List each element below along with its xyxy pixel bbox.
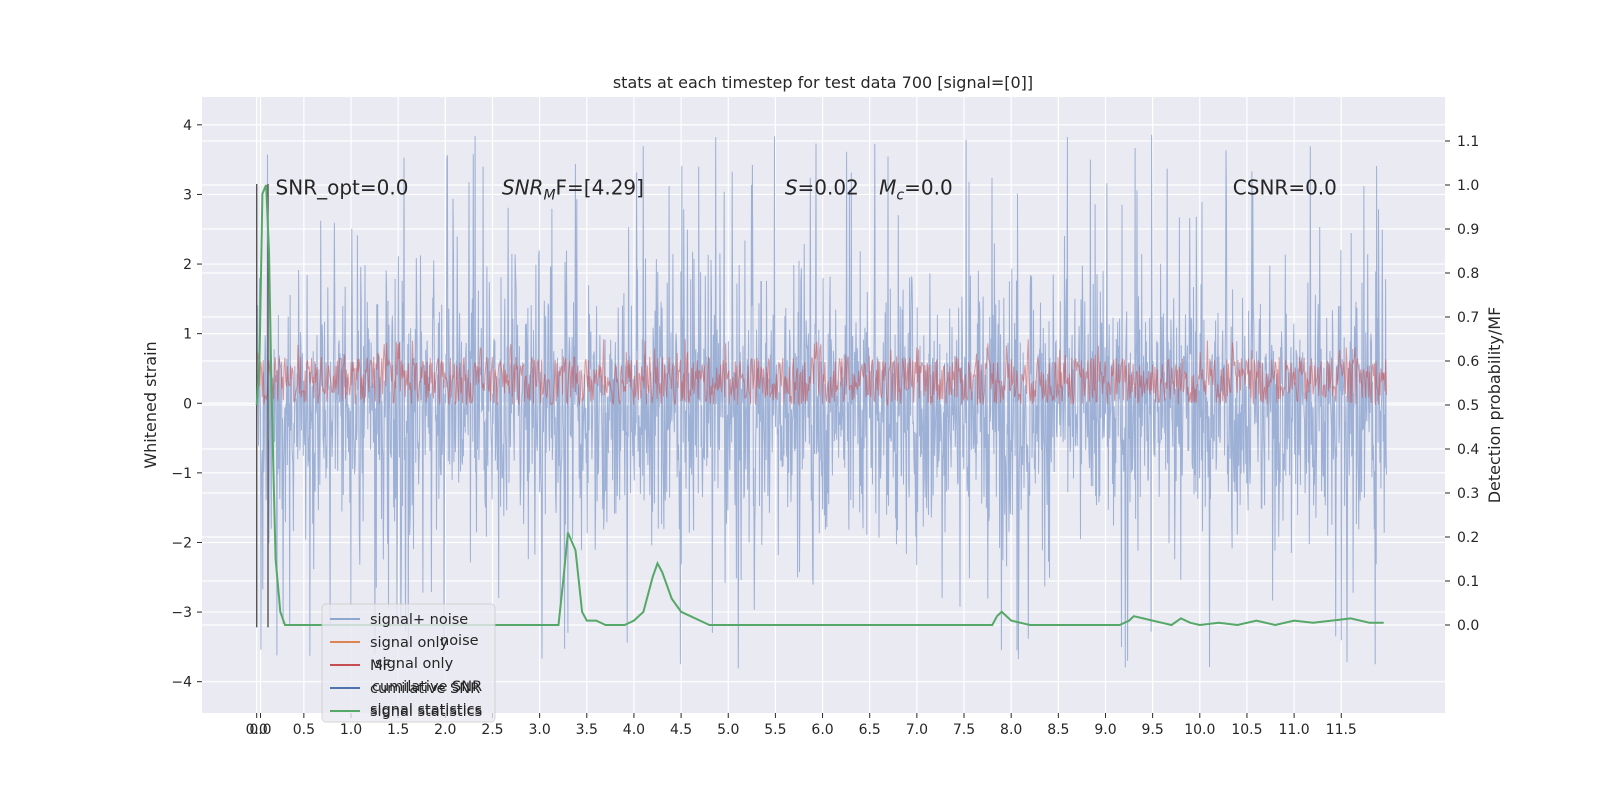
annotation-subscript: M — [543, 187, 555, 203]
y2-tick-label: 1.1 — [1457, 134, 1479, 150]
x-tick-label: 5.0 — [717, 722, 739, 738]
x-tick-label: 1.0 — [340, 722, 362, 738]
annotation: SNR_opt=0.0 — [276, 175, 409, 199]
x-tick-label: 0.0 — [249, 722, 271, 738]
legend-label: MF — [370, 658, 391, 674]
y2-tick-label: 0.0 — [1457, 618, 1479, 634]
x-tick-label: 4.0 — [623, 722, 645, 738]
x-tick-label: 4.5 — [670, 722, 692, 738]
y2-tick-label: 0.1 — [1457, 574, 1479, 590]
y2-tick-label: 0.4 — [1457, 442, 1479, 458]
annotations: SNR_opt=0.0 SNRMF=[4.29] S=0.02 Mc=0.0 CSNR=… — [276, 175, 1337, 203]
x-tick-label: 2.5 — [481, 722, 503, 738]
legend-ghost-label: cumilative SNR — [372, 679, 482, 695]
series-mf-line — [256, 339, 1387, 407]
y-tick-label: −4 — [171, 675, 192, 691]
y-tick-label: 2 — [183, 257, 192, 273]
annotation-subscript: c — [896, 187, 904, 203]
annotation-part: S — [785, 175, 798, 199]
y2-tick-label: 1.0 — [1457, 178, 1479, 194]
y2-tick-label: 0.6 — [1457, 354, 1479, 370]
annotation-part: F=[4.29] — [556, 175, 644, 199]
x-tick-label: 9.0 — [1094, 722, 1116, 738]
x-tick-label: 7.5 — [953, 722, 975, 738]
legend-label: cumilative SNR — [370, 681, 480, 697]
x-tick-label: 9.5 — [1142, 722, 1164, 738]
y2-tick-label: 0.2 — [1457, 530, 1479, 546]
annotation: CSNR=0.0 — [1233, 175, 1337, 199]
y-tick-label: −2 — [171, 535, 192, 551]
y-tick-label: 0 — [183, 396, 192, 412]
x-tick-label: 8.5 — [1047, 722, 1069, 738]
axes: 0.0 0.0 0.5 1.0 1.5 2.0 2.5 3.0 3.5 4.0 4.5 5.0 5.5 6… — [171, 118, 1479, 738]
x-tick-label: 6.0 — [811, 722, 833, 738]
y2-tick-label: 0.9 — [1457, 222, 1479, 238]
legend-label: signal+ noise — [370, 612, 468, 628]
legend-label: signal only — [370, 635, 449, 651]
annotation-part: =0.0 — [904, 175, 953, 199]
x-tick-label: 7.0 — [906, 722, 928, 738]
x-tick-label: 0.5 — [293, 722, 315, 738]
legend-box — [321, 603, 496, 723]
x-tick-label: 8.0 — [1000, 722, 1022, 738]
x-tick-label: 10.5 — [1231, 722, 1262, 738]
annotation-part: =0.02 — [798, 175, 859, 199]
annotation: Mc=0.0 — [879, 175, 953, 203]
x-tick-label: 10.0 — [1184, 722, 1215, 738]
y-tick-label: 4 — [183, 118, 192, 134]
x-tick-label: 11.5 — [1326, 722, 1357, 738]
annotation: S=0.02 — [785, 175, 859, 199]
x-tick-label: 0.0 — [246, 722, 268, 738]
y-tick-label: 3 — [183, 187, 192, 203]
annotation-part: M — [879, 175, 896, 199]
annotation-part: SNR — [502, 175, 544, 199]
x-tick-label: 1.5 — [387, 722, 409, 738]
x-tick-label: 11.0 — [1279, 722, 1310, 738]
legend-ghost-label: signal only — [375, 656, 454, 672]
y-tick-label: 1 — [183, 327, 192, 343]
x-tick-label: 6.5 — [859, 722, 881, 738]
x-tick-label: 5.5 — [764, 722, 786, 738]
y-tick-label: −3 — [171, 605, 192, 621]
annotation: SNRMF=[4.29] — [502, 175, 644, 203]
legend-label: signal statistics — [370, 704, 482, 720]
y-tick-label: −1 — [171, 466, 192, 482]
y-axis-label: Whitened strain — [141, 341, 160, 468]
x-tick-label: 3.0 — [528, 722, 550, 738]
chart-title: stats at each timestep for test data 700… — [613, 73, 1033, 92]
x-tick-label: 2.0 — [434, 722, 456, 738]
series-mf — [256, 339, 1387, 407]
y2-tick-label: 0.5 — [1457, 398, 1479, 414]
x-tick-label: 3.5 — [576, 722, 598, 738]
y2-tick-label: 0.7 — [1457, 310, 1479, 326]
y2-tick-label: 0.3 — [1457, 486, 1479, 502]
legend-ghost-label: noise — [440, 633, 479, 649]
y2-axis-label: Detection probability/MF — [1485, 307, 1504, 504]
legend-ghost-label: signal statistics — [370, 702, 482, 718]
y2-tick-label: 0.8 — [1457, 266, 1479, 282]
